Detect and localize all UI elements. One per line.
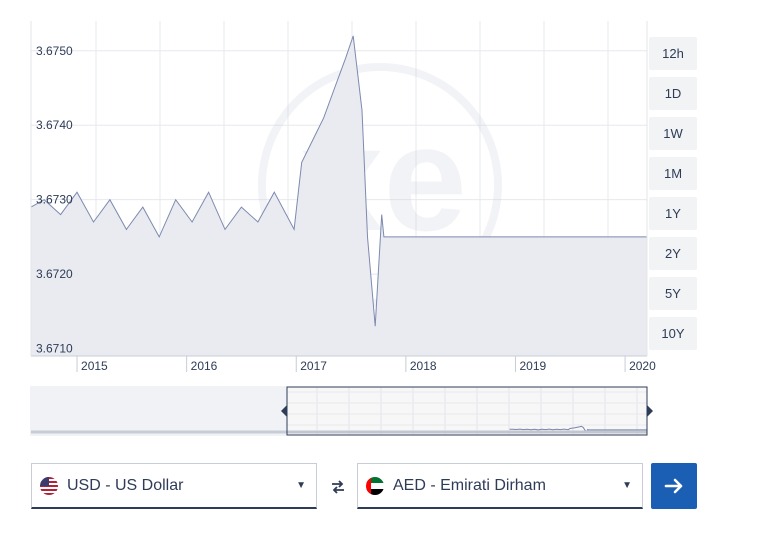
- x-axis-labels: 2015 2016 2017 2018 2019 2020: [76, 356, 656, 373]
- us-flag-icon: [40, 476, 58, 495]
- range-button-1m[interactable]: 1M: [649, 157, 697, 190]
- from-currency-label: USD - US Dollar: [67, 476, 184, 494]
- navigator-unselected-shade: [31, 387, 287, 435]
- range-button-10y[interactable]: 10Y: [649, 317, 697, 350]
- range-button-1w[interactable]: 1W: [649, 117, 697, 150]
- navigator[interactable]: [30, 386, 653, 436]
- x-tick-label: 2016: [191, 359, 218, 373]
- x-tick-label: 2015: [81, 359, 108, 373]
- to-currency-label: AED - Emirati Dirham: [393, 476, 546, 494]
- to-currency-select[interactable]: AED - Emirati Dirham ▼: [357, 463, 643, 509]
- y-tick-label: 3.6730: [36, 193, 73, 207]
- from-currency-select[interactable]: USD - US Dollar ▼: [31, 463, 317, 509]
- ae-flag-icon: [366, 476, 384, 495]
- navigator-handle-right[interactable]: [647, 405, 653, 417]
- series-area: [31, 35, 647, 357]
- chevron-down-icon: ▼: [296, 480, 306, 491]
- x-tick-label: 2020: [629, 359, 656, 373]
- chevron-down-icon: ▼: [622, 480, 632, 491]
- convert-button[interactable]: [651, 463, 697, 509]
- y-axis-labels: 3.6710 3.6720 3.6730 3.6740 3.6750: [36, 44, 73, 356]
- range-button-1y[interactable]: 1Y: [649, 197, 697, 230]
- y-tick-label: 3.6750: [36, 44, 73, 58]
- navigator-handle-left[interactable]: [281, 405, 287, 417]
- x-tick-label: 2019: [519, 359, 546, 373]
- range-button-12h[interactable]: 12h: [649, 37, 697, 70]
- series-line: [30, 35, 647, 327]
- range-button-5y[interactable]: 5Y: [649, 277, 697, 310]
- range-button-1d[interactable]: 1D: [649, 77, 697, 110]
- y-tick-label: 3.6740: [36, 118, 73, 132]
- navigator-selection[interactable]: [286, 386, 648, 436]
- swap-currencies-button[interactable]: [328, 477, 348, 497]
- arrow-right-icon: [664, 478, 683, 494]
- x-tick-label: 2018: [410, 359, 437, 373]
- x-tick-label: 2017: [300, 359, 327, 373]
- y-tick-label: 3.6720: [36, 267, 73, 281]
- range-button-2y[interactable]: 2Y: [649, 237, 697, 270]
- swap-arrows-icon: [332, 480, 344, 494]
- y-tick-label: 3.6710: [36, 342, 73, 356]
